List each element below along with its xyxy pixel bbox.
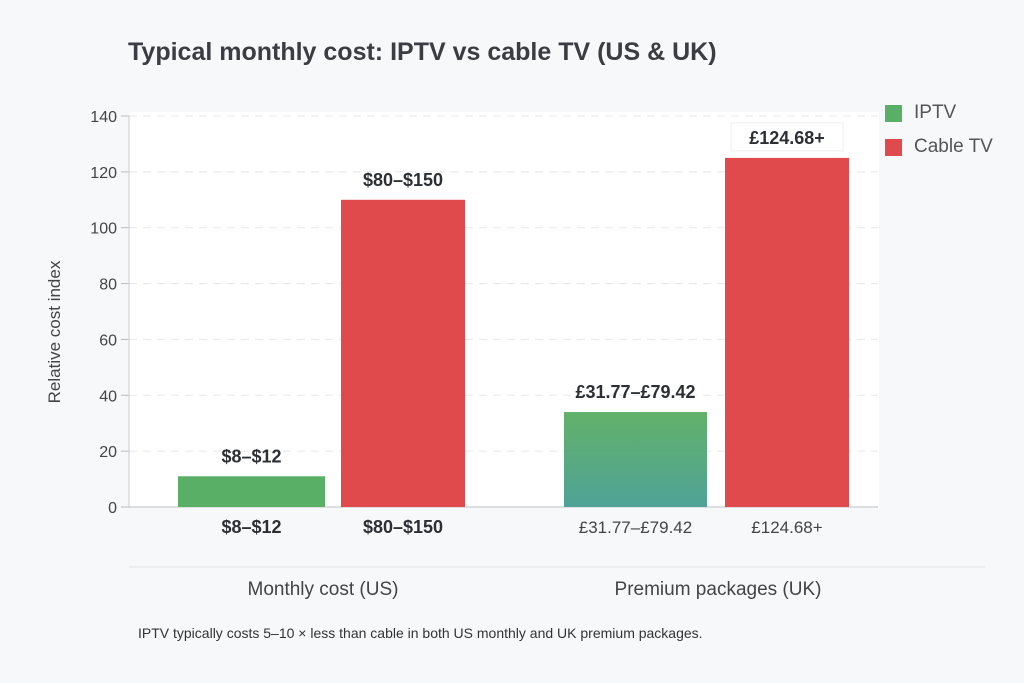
bar-cable-tv — [725, 157, 849, 507]
y-tick-label: 60 — [99, 332, 117, 349]
x-tick-label: £31.77–£79.42 — [579, 518, 692, 537]
legend-label: Cable TV — [914, 136, 993, 157]
y-tick-label: 20 — [99, 444, 117, 461]
y-tick-label: 140 — [90, 109, 117, 126]
chart-title: Typical monthly cost: IPTV vs cable TV (… — [128, 38, 717, 66]
bar-value-label: £31.77–£79.42 — [575, 382, 695, 402]
y-tick-label: 120 — [90, 165, 117, 182]
category-label: Premium packages (UK) — [615, 579, 822, 600]
bar-value-label: £124.68+ — [749, 128, 825, 148]
y-tick-label: 80 — [99, 277, 117, 294]
legend-swatch-iptv — [885, 104, 902, 122]
legend-label: IPTV — [914, 102, 957, 123]
footnote: IPTV typically costs 5–10 × less than ca… — [138, 625, 703, 641]
x-tick-label: $8–$12 — [221, 517, 281, 537]
y-tick-label: 40 — [99, 388, 117, 405]
y-tick-label: 100 — [90, 221, 117, 238]
bar-value-label: $80–$150 — [363, 170, 443, 190]
bar-iptv — [178, 476, 325, 507]
y-tick-label: 0 — [108, 500, 117, 517]
bar-label-box — [730, 122, 844, 152]
legend: IPTV Cable TV — [885, 96, 993, 164]
legend-item-cable: Cable TV — [885, 130, 993, 164]
category-label: Monthly cost (US) — [248, 579, 399, 600]
y-axis-label: Relative cost index — [45, 260, 64, 403]
bar-iptv — [564, 412, 707, 507]
legend-item-iptv: IPTV — [885, 96, 993, 130]
bar-value-label: $8–$12 — [221, 446, 281, 466]
x-tick-label: $80–$150 — [363, 517, 443, 537]
bar-cable-tv — [341, 199, 465, 508]
legend-swatch-cable — [885, 138, 902, 156]
x-tick-label: £124.68+ — [751, 518, 822, 537]
